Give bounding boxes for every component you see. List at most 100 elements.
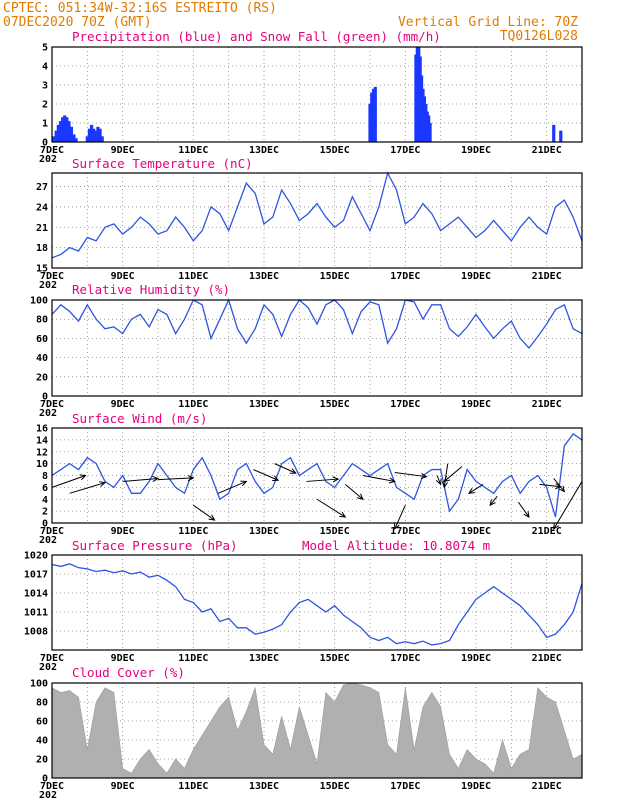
header-grid-line: Vertical Grid Line: 70Z xyxy=(398,15,578,30)
x-year-label: 202 xyxy=(39,408,57,419)
x-tick-label: 19DEC xyxy=(461,781,491,792)
x-tick-label: 7DEC xyxy=(40,271,64,282)
x-year-label: 202 xyxy=(39,280,57,291)
wind-arrow xyxy=(436,475,442,485)
x-tick-label: 13DEC xyxy=(249,526,279,537)
y-tick-label: 3 xyxy=(42,81,48,92)
x-tick-label: 9DEC xyxy=(111,399,135,410)
wind-arrow-head xyxy=(187,475,195,482)
panel-relative-humidity: Relative Humidity (%) 0 20 40 60 80 100 7DEC 9D… xyxy=(30,282,583,419)
y-tick-label: 4 xyxy=(42,62,48,73)
x-tick-label: 7DEC xyxy=(40,526,64,537)
precipitation-bar xyxy=(368,104,372,142)
x-tick-label: 11DEC xyxy=(178,781,208,792)
wind-arrow-head xyxy=(332,476,340,483)
wind-arrow xyxy=(253,469,279,481)
y-tick-label: 0 xyxy=(42,774,48,785)
header-station: CPTEC: 051:34W-32:16S ESTREITO (RS) xyxy=(3,1,277,16)
wind-arrow xyxy=(316,498,346,518)
pressure-line xyxy=(51,563,583,646)
y-tick-label: 1017 xyxy=(24,570,48,581)
x-tick-label: 9DEC xyxy=(111,526,135,537)
x-tick-label: 13DEC xyxy=(249,271,279,282)
wind-arrow-head xyxy=(489,499,496,507)
y-tick-label: 6 xyxy=(42,483,48,494)
panel-frame xyxy=(51,172,583,269)
x-tick-label: 7DEC xyxy=(40,399,64,410)
precipitation-bar xyxy=(54,130,58,142)
x-tick-label: 19DEC xyxy=(461,526,491,537)
precipitation-bar xyxy=(85,136,89,142)
header-run-time: 07DEC2020 70Z (GMT) xyxy=(3,15,152,30)
precipitation-bar xyxy=(67,121,71,142)
x-tick-label: 7DEC xyxy=(40,781,64,792)
y-tick-label: 2 xyxy=(42,507,48,518)
wind-arrow-head xyxy=(240,480,248,487)
precipitation-bar xyxy=(69,126,74,142)
wind-arrow xyxy=(122,477,159,482)
x-tick-label: 19DEC xyxy=(461,653,491,664)
wind-arrow xyxy=(51,475,86,488)
precipitation-bar xyxy=(98,128,102,142)
x-tick-label: 9DEC xyxy=(111,781,135,792)
precipitation-bar xyxy=(373,86,377,142)
x-tick-label: 11DEC xyxy=(178,145,208,156)
wind-arrow xyxy=(193,504,215,521)
y-tick-label: 8 xyxy=(42,471,48,482)
rh-line xyxy=(51,298,583,350)
y-tick-label: 15 xyxy=(36,264,48,275)
precipitation-bar xyxy=(72,134,76,142)
wind-arrow xyxy=(306,478,339,482)
x-tick-label: 11DEC xyxy=(178,653,208,664)
y-tick-label: 21 xyxy=(36,223,48,234)
x-year-label: 202 xyxy=(39,535,57,546)
wind-arrow-head xyxy=(435,478,442,486)
x-tick-label: 7DEC xyxy=(40,653,64,664)
wind-arrow xyxy=(468,483,484,494)
x-tick-label: 15DEC xyxy=(320,271,350,282)
precipitation-bar xyxy=(56,124,60,142)
wind-arrow xyxy=(553,481,583,530)
precipitation-bar xyxy=(74,138,78,142)
wind-line xyxy=(51,433,583,518)
x-tick-label: 13DEC xyxy=(249,145,279,156)
header-model-code: TQ0126L028 xyxy=(500,29,578,44)
y-tick-label: 40 xyxy=(36,353,48,364)
cloud-cover-title: Cloud Cover (%) xyxy=(72,665,185,680)
wind-arrow xyxy=(157,477,194,481)
y-tick-label: 80 xyxy=(36,698,48,709)
y-tick-label: 27 xyxy=(36,182,48,193)
wind-arrow-head xyxy=(289,468,297,474)
precipitation-bar xyxy=(65,117,69,142)
wind-arrow-head xyxy=(98,481,107,488)
cloud-cover-area xyxy=(51,682,583,779)
x-tick-label: 9DEC xyxy=(111,145,135,156)
x-tick-label: 9DEC xyxy=(111,653,135,664)
y-tick-label: 1008 xyxy=(24,627,48,638)
precipitation-bar xyxy=(89,124,94,142)
y-tick-label: 18 xyxy=(36,243,48,254)
y-tick-label: 10 xyxy=(36,459,48,470)
wind-arrow xyxy=(489,495,498,506)
wind-arrow-head xyxy=(558,485,566,493)
wind-arrow-head xyxy=(467,487,475,494)
precipitation-bar xyxy=(559,130,563,142)
x-tick-label: 21DEC xyxy=(532,781,562,792)
y-tick-label: 100 xyxy=(30,679,48,690)
precipitation-bar xyxy=(96,126,100,142)
wind-arrow xyxy=(217,480,247,494)
x-tick-label: 17DEC xyxy=(390,399,420,410)
wind-arrow xyxy=(443,466,463,482)
x-tick-label: 7DEC xyxy=(40,145,64,156)
y-tick-label: 5 xyxy=(42,43,48,54)
y-tick-label: 80 xyxy=(36,315,48,326)
wind-arrow xyxy=(394,504,406,530)
y-tick-label: 4 xyxy=(42,495,48,506)
precipitation-bar xyxy=(370,92,374,142)
wind-arrow xyxy=(517,501,530,518)
wind-arrow-head xyxy=(553,522,560,530)
x-tick-label: 13DEC xyxy=(249,653,279,664)
precipitation-bar xyxy=(428,123,432,142)
